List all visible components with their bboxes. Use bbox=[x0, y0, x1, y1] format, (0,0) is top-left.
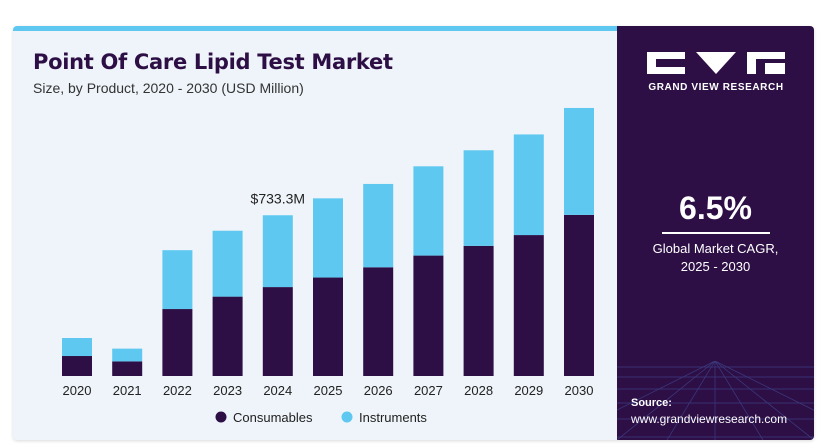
chart-panel: Point Of Care Lipid Test Market Size, by… bbox=[13, 31, 617, 440]
cagr-label: Global Market CAGR, 2025 - 2030 bbox=[617, 240, 814, 276]
bar-consumables-2024 bbox=[262, 287, 293, 376]
brand-panel: GRAND VIEW RESEARCH 6.5% Global Market C… bbox=[617, 26, 814, 440]
chart-card: Point Of Care Lipid Test Market Size, by… bbox=[13, 26, 814, 440]
divider bbox=[662, 232, 770, 234]
x-tick-label: 2022 bbox=[163, 383, 192, 398]
bar-consumables-2026 bbox=[363, 267, 394, 376]
x-tick-label: 2027 bbox=[414, 383, 443, 398]
chart-subtitle: Size, by Product, 2020 - 2030 (USD Milli… bbox=[33, 80, 304, 96]
cagr-label-line2: 2025 - 2030 bbox=[680, 259, 751, 274]
x-tick-label: 2028 bbox=[464, 383, 493, 398]
bar-instruments-2025 bbox=[313, 198, 343, 278]
legend-label-consumables: Consumables bbox=[233, 410, 313, 425]
legend-label-instruments: Instruments bbox=[359, 410, 427, 425]
x-tick-label: 2024 bbox=[263, 383, 292, 398]
grid-decoration bbox=[617, 361, 814, 440]
brand-name: GRAND VIEW RESEARCH bbox=[648, 82, 784, 93]
bar-instruments-2022 bbox=[162, 250, 193, 310]
bar-consumables-2028 bbox=[463, 245, 494, 376]
bar-consumables-2023 bbox=[212, 296, 243, 376]
grand-view-research-logo: GRAND VIEW RESEARCH bbox=[641, 48, 791, 108]
x-tick-label: 2021 bbox=[113, 383, 142, 398]
bar-consumables-2027 bbox=[413, 255, 444, 376]
bar-consumables-2021 bbox=[112, 361, 143, 376]
bar-instruments-2021 bbox=[112, 348, 143, 362]
legend-marker-consumables bbox=[215, 411, 227, 423]
bar-consumables-2025 bbox=[313, 277, 343, 376]
cagr-label-line1: Global Market CAGR, bbox=[652, 241, 779, 256]
bar-consumables-2029 bbox=[513, 235, 544, 376]
x-tick-label: 2029 bbox=[514, 383, 543, 398]
bar-instruments-2028 bbox=[463, 150, 494, 246]
bar-consumables-2020 bbox=[62, 356, 92, 376]
x-tick-label: 2025 bbox=[314, 383, 343, 398]
bar-chart: 2020 2021 2022 2023 2024 2025 2026 2027 2028 2029… bbox=[62, 107, 594, 425]
source-url[interactable]: www.grandviewresearch.com bbox=[631, 412, 788, 426]
bar-instruments-2026 bbox=[363, 183, 394, 268]
bar-instruments-2020 bbox=[62, 338, 92, 357]
bar-instruments-2024 bbox=[262, 215, 293, 288]
value-callout: $733.3M bbox=[251, 190, 305, 206]
bar-consumables-2022 bbox=[162, 309, 193, 376]
x-tick-label: 2030 bbox=[565, 383, 594, 398]
bar-consumables-2030 bbox=[564, 214, 594, 376]
bar-instruments-2030 bbox=[564, 107, 594, 215]
bar-instruments-2023 bbox=[212, 230, 243, 297]
bar-instruments-2029 bbox=[513, 134, 544, 236]
cagr-value: 6.5% bbox=[679, 190, 752, 226]
legend-marker-instruments bbox=[341, 411, 353, 423]
x-tick-label: 2023 bbox=[213, 383, 242, 398]
logo-mark-icon bbox=[647, 52, 785, 74]
accent-bar bbox=[13, 26, 617, 31]
chart-title: Point Of Care Lipid Test Market bbox=[33, 50, 393, 74]
x-tick-label: 2026 bbox=[364, 383, 393, 398]
x-tick-label: 2020 bbox=[63, 383, 92, 398]
source-label: Source: bbox=[631, 397, 672, 409]
bar-instruments-2027 bbox=[413, 166, 444, 256]
